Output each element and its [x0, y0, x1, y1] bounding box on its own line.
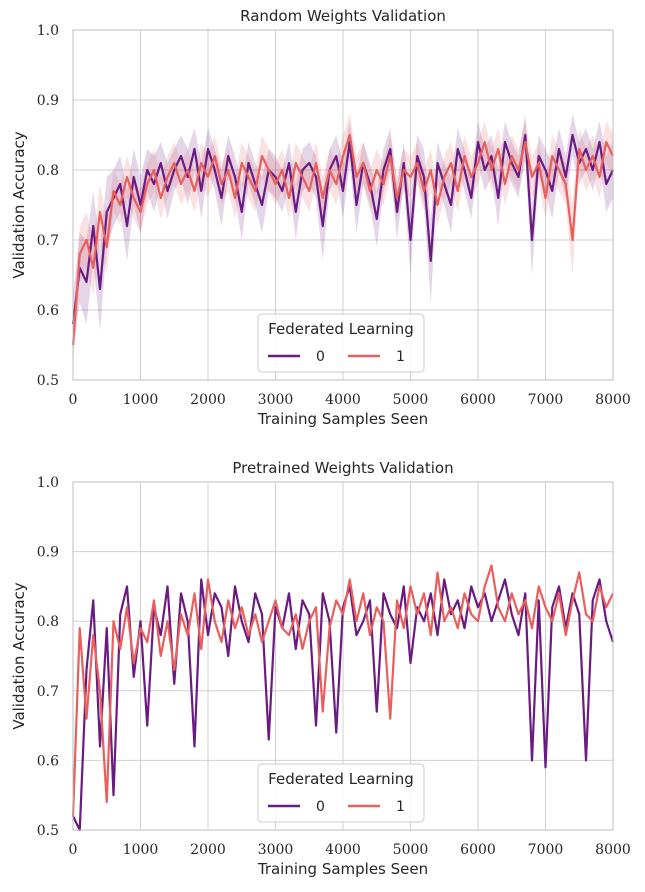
- plot-frame: [72, 29, 614, 381]
- x-tick-label: 4000: [325, 392, 361, 408]
- x-tick-label: 1000: [123, 842, 159, 858]
- x-tick-label: 2000: [190, 842, 226, 858]
- chart-title: Pretrained Weights Validation: [232, 459, 453, 477]
- x-tick-label: 5000: [393, 842, 429, 858]
- legend-title: Federated Learning: [268, 770, 414, 788]
- x-tick-label: 0: [69, 842, 78, 858]
- x-tick-label: 3000: [258, 392, 294, 408]
- y-tick-label: 0.7: [37, 684, 59, 700]
- legend: Federated Learning 0 1: [257, 763, 425, 823]
- legend-label-1: 1: [396, 799, 405, 815]
- x-axis-label: Training Samples Seen: [257, 410, 428, 428]
- chart-panel-1: 0 1000 2000 3000 4000 5000 6000 7000 8000 0.5 0.6 0…: [10, 459, 631, 878]
- legend-label-1: 1: [396, 349, 405, 365]
- y-tick-label: 0.8: [37, 163, 59, 179]
- y-axis-label: Validation Accuracy: [10, 582, 28, 729]
- y-tick-label: 0.5: [37, 823, 59, 839]
- x-axis-label: Training Samples Seen: [257, 860, 428, 878]
- x-tick-label: 2000: [190, 392, 226, 408]
- x-tick-label: 8000: [595, 392, 631, 408]
- chart-panel-0: 0 1000 2000 3000 4000 5000 6000 7000 8000 0.5 0.6 0…: [10, 7, 631, 428]
- legend-label-0: 0: [316, 349, 325, 365]
- y-tick-label: 1.0: [37, 23, 59, 39]
- y-tick-label: 0.7: [37, 233, 59, 249]
- series-line-1: [71, 133, 614, 346]
- x-tick-label: 6000: [460, 842, 496, 858]
- x-tick-label: 7000: [528, 392, 564, 408]
- series-line-1: [71, 564, 614, 817]
- chart-title: Random Weights Validation: [240, 7, 446, 25]
- series-band-0: [73, 114, 613, 352]
- legend: Federated Learning 0 1: [257, 313, 425, 373]
- x-tick-label: 7000: [528, 842, 564, 858]
- y-tick-label: 0.5: [37, 373, 59, 389]
- legend-title: Federated Learning: [268, 320, 414, 338]
- legend-box: [257, 763, 425, 823]
- y-axis-label: Validation Accuracy: [10, 131, 28, 278]
- y-tick-label: 0.6: [37, 303, 59, 319]
- y-tick-label: 0.8: [37, 614, 59, 630]
- x-tick-label: 5000: [393, 392, 429, 408]
- x-tick-label: 0: [69, 392, 78, 408]
- y-tick-label: 0.9: [37, 93, 59, 109]
- x-tick-label: 8000: [595, 842, 631, 858]
- legend-label-0: 0: [316, 799, 325, 815]
- x-tick-label: 1000: [123, 392, 159, 408]
- y-tick-label: 0.6: [37, 753, 59, 769]
- y-tick-label: 1.0: [37, 475, 59, 491]
- x-tick-label: 4000: [325, 842, 361, 858]
- plot-frame: [72, 481, 614, 831]
- x-tick-label: 3000: [258, 842, 294, 858]
- legend-box: [257, 313, 425, 373]
- y-tick-label: 0.9: [37, 545, 59, 561]
- x-tick-label: 6000: [460, 392, 496, 408]
